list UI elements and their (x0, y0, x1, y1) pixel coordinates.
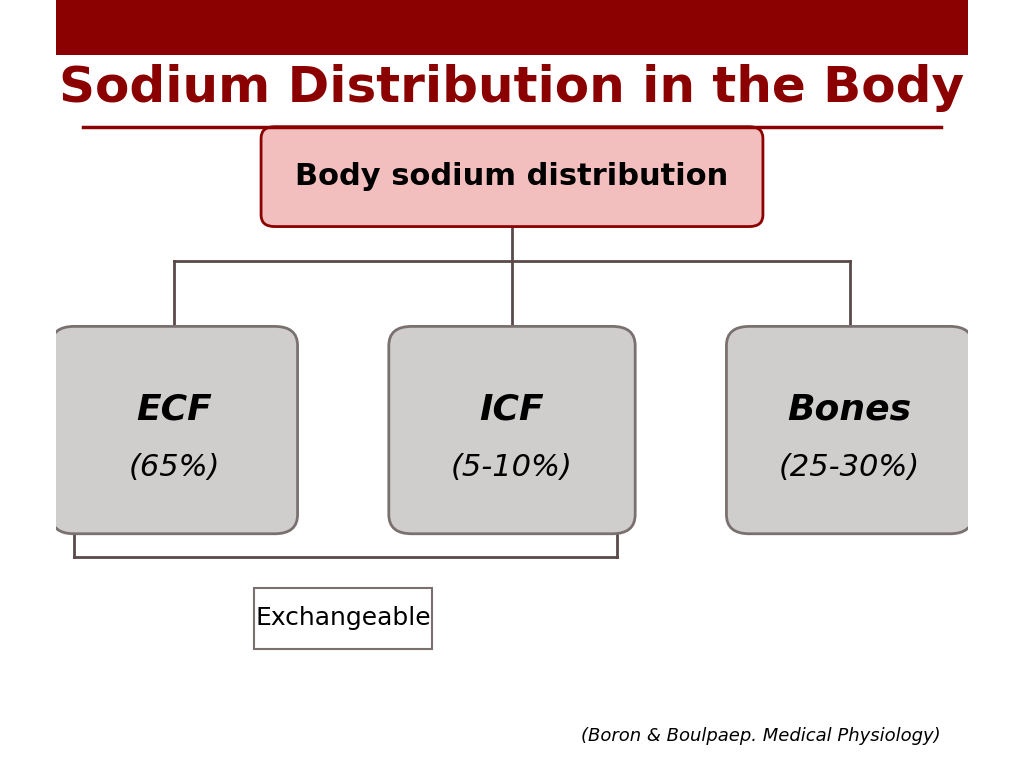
FancyBboxPatch shape (51, 326, 298, 534)
FancyBboxPatch shape (254, 588, 432, 649)
Text: Bones: Bones (787, 392, 911, 427)
Text: ECF: ECF (136, 392, 212, 427)
Text: (65%): (65%) (129, 453, 220, 482)
FancyBboxPatch shape (261, 127, 763, 227)
Bar (55, 0, 969, 55)
Text: (25-30%): (25-30%) (779, 453, 921, 482)
Text: Body sodium distribution: Body sodium distribution (295, 162, 729, 191)
Text: ICF: ICF (479, 392, 545, 427)
Text: Exchangeable: Exchangeable (255, 606, 431, 631)
FancyBboxPatch shape (389, 326, 635, 534)
Text: (5-10%): (5-10%) (451, 453, 573, 482)
FancyBboxPatch shape (726, 326, 973, 534)
Text: (Boron & Boulpaep. Medical Physiology): (Boron & Boulpaep. Medical Physiology) (582, 727, 941, 745)
Text: Sodium Distribution in the Body: Sodium Distribution in the Body (59, 65, 965, 112)
